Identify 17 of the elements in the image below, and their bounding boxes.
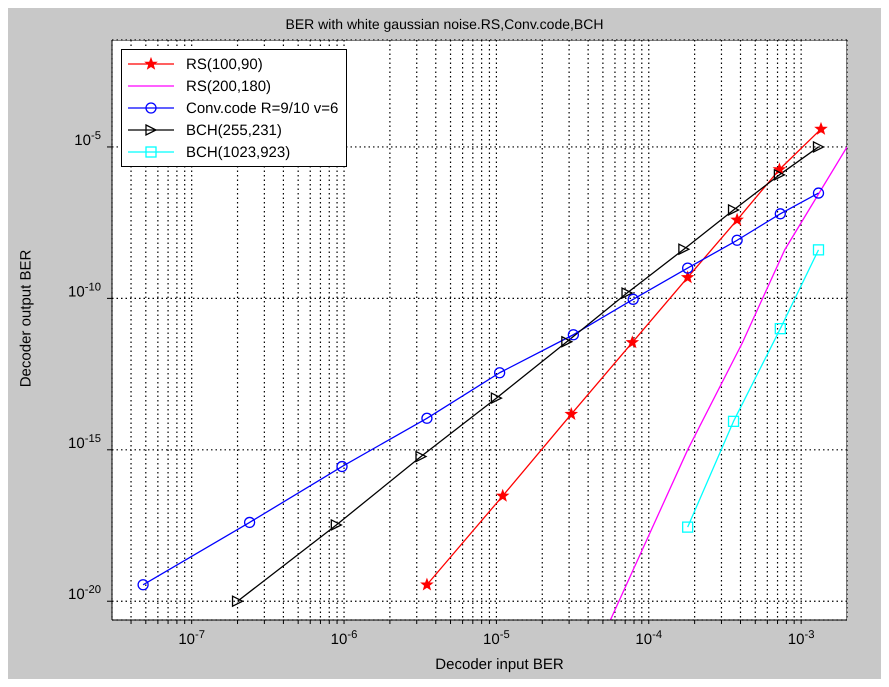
legend-label: RS(200,180) — [186, 78, 272, 94]
chart-title: BER with white gaussian noise.RS,Conv.code,BCH — [284, 16, 604, 32]
y-tick-label: 10$^{-10}$ — [68, 281, 101, 300]
y-tick-label: 10$^{-20}$ — [68, 584, 101, 604]
legend-label: RS(100,90) — [186, 56, 263, 72]
legend-label: BCH(1023,923) — [186, 144, 290, 160]
x-tick-label: 10$^{-4}$ — [635, 629, 662, 648]
legend-label: Conv.code R=9/10 v=6 — [186, 100, 338, 116]
y-axis-title: Decoder output BER — [18, 249, 35, 387]
x-tick-label: 10$^{-5}$ — [483, 629, 510, 648]
legend-label: BCH(255,231) — [186, 122, 282, 138]
y-tick-label: 10$^{-5}$ — [74, 130, 101, 149]
x-axis-title: Decoder input BER — [434, 656, 565, 673]
x-tick-label: 10$^{-3}$ — [788, 629, 814, 648]
y-tick-label: 10$^{-15}$ — [68, 432, 101, 452]
x-tick-label: 10$^{-7}$ — [178, 629, 206, 648]
x-tick-label: 10$^{-6}$ — [330, 629, 358, 648]
